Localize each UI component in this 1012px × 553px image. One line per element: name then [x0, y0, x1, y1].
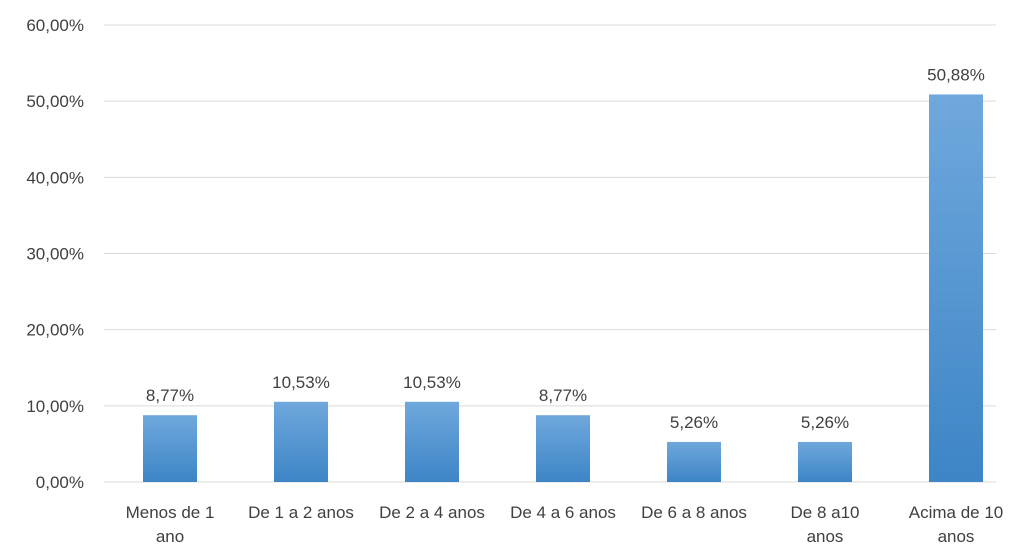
y-tick-label: 30,00%	[26, 245, 84, 264]
x-tick-label: De 4 a 6 anos	[510, 503, 616, 522]
bar	[798, 441, 852, 482]
data-label: 8,77%	[146, 386, 194, 405]
data-label: 50,88%	[927, 65, 985, 84]
bar	[667, 441, 721, 482]
data-label: 5,26%	[670, 413, 718, 432]
bar	[929, 94, 983, 483]
bar	[405, 401, 459, 482]
y-axis-tick-labels: 0,00% 10,00% 20,00% 30,00% 40,00% 50,00% 60,00…	[26, 16, 84, 492]
y-tick-label: 20,00%	[26, 321, 84, 340]
y-tick-label: 40,00%	[26, 168, 84, 187]
x-axis-tick-labels: Menos de 1 ano De 1 a 2 anos De 2 a 4 anos D…	[126, 503, 1004, 546]
bar	[274, 401, 328, 482]
y-tick-label: 60,00%	[26, 16, 84, 35]
y-tick-label: 10,00%	[26, 397, 84, 416]
data-label: 5,26%	[801, 413, 849, 432]
data-labels: 8,77% 10,53% 10,53% 8,77% 5,26% 5,26% 50,88%	[146, 65, 985, 431]
data-label: 10,53%	[403, 373, 461, 392]
x-tick-label: Menos de 1 ano	[126, 503, 215, 546]
bars	[143, 94, 983, 483]
x-tick-label: De 2 a 4 anos	[379, 503, 485, 522]
bar	[536, 415, 590, 482]
x-tick-label: De 8 a10 anos	[791, 503, 860, 546]
y-tick-label: 50,00%	[26, 92, 84, 111]
y-tick-label: 0,00%	[36, 473, 84, 492]
data-label: 8,77%	[539, 386, 587, 405]
bar	[143, 415, 197, 482]
x-tick-label: De 6 a 8 anos	[641, 503, 747, 522]
x-tick-label: Acima de 10 anos	[909, 503, 1004, 546]
x-tick-label: De 1 a 2 anos	[248, 503, 354, 522]
data-label: 10,53%	[272, 373, 330, 392]
gridlines	[104, 24, 996, 483]
